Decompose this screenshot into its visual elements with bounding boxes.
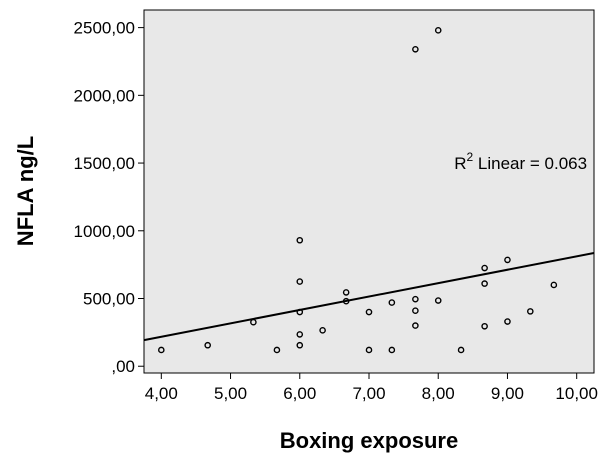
data-point: [296, 331, 304, 338]
data-point: [434, 27, 442, 34]
data-point: [412, 45, 419, 53]
data-point: [504, 256, 511, 264]
data-point: [388, 299, 396, 306]
x-tick-label: 6,00: [283, 384, 316, 403]
data-point: [412, 307, 419, 314]
data-point: [434, 297, 442, 304]
data-point: [365, 346, 373, 354]
y-axis-title: NFLA ng/L: [13, 136, 38, 246]
data-point: [412, 322, 419, 329]
y-tick-label: 500,00: [83, 290, 135, 309]
x-tick-label: 7,00: [352, 384, 385, 403]
data-point: [296, 278, 304, 285]
x-tick-label: 5,00: [214, 384, 247, 403]
data-point: [319, 327, 326, 334]
data-point: [342, 297, 350, 305]
data-point: [457, 346, 465, 354]
data-point: [250, 318, 257, 326]
data-point: [388, 346, 396, 354]
linear-fit-line: [143, 252, 595, 342]
x-tick-label: 4,00: [145, 384, 178, 403]
y-tick-label: 1500,00: [74, 154, 135, 173]
data-point: [296, 308, 304, 316]
plot-area: [143, 9, 595, 374]
data-point: [296, 236, 304, 244]
data-point: [527, 308, 534, 315]
data-point: [365, 308, 373, 316]
data-point: [158, 346, 165, 354]
data-point: [481, 264, 488, 272]
data-point: [504, 318, 511, 325]
y-tick-label: ,00: [111, 357, 135, 376]
y-tick-label: 2500,00: [74, 19, 135, 38]
x-tick-label: 8,00: [422, 384, 455, 403]
data-point: [204, 341, 211, 349]
data-point: [273, 346, 281, 354]
data-point: [296, 341, 304, 349]
y-tick-label: 2000,00: [74, 86, 135, 105]
data-point: [550, 281, 558, 289]
r-squared-annotation: R2 Linear = 0.063: [454, 150, 587, 173]
y-tick-label: 1000,00: [74, 222, 135, 241]
x-tick-label: 9,00: [491, 384, 524, 403]
x-tick-label: 10,00: [555, 384, 598, 403]
data-point: [481, 322, 488, 330]
data-point: [481, 280, 488, 287]
x-axis-title: Boxing exposure: [280, 428, 458, 453]
data-point: [412, 295, 419, 303]
data-point: [342, 289, 350, 296]
